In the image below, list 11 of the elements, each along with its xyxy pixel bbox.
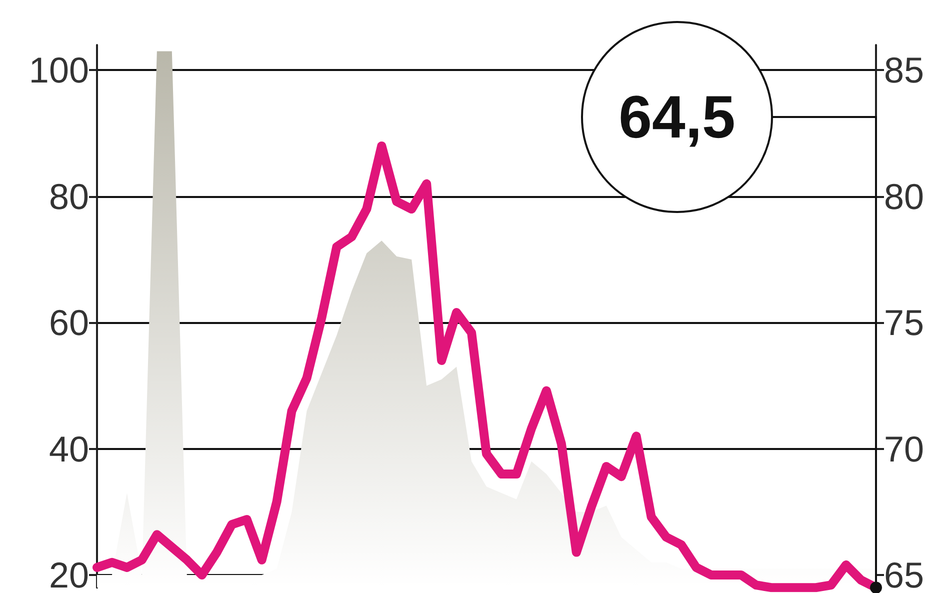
y2-tick-label: 85 — [884, 50, 924, 91]
y2-tick-label: 80 — [884, 176, 924, 217]
y-tick-label: 60 — [48, 302, 89, 344]
y2-tick-label: 75 — [884, 302, 924, 344]
y-tick-label: 40 — [48, 428, 89, 470]
y2-tick-label: 65 — [884, 554, 924, 593]
y2-tick-label: 70 — [884, 428, 924, 470]
y-tick-label: 20 — [48, 554, 89, 593]
y-tick-label: 100 — [28, 50, 89, 91]
annotation: 64,5 — [618, 84, 736, 150]
y-tick-label: 80 — [48, 176, 89, 217]
